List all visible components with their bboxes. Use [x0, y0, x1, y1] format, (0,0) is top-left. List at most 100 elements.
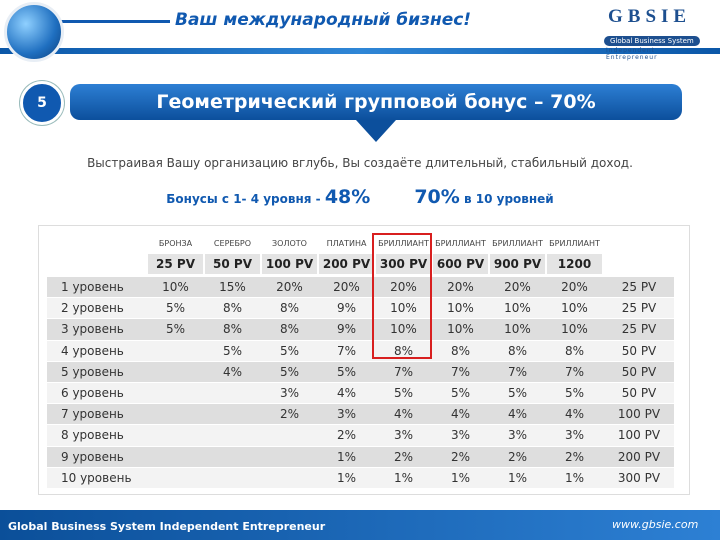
logo-brand: GBSIE: [608, 6, 692, 27]
row-band: [47, 404, 674, 425]
column-pv: 50 PV: [205, 254, 260, 274]
table-cell: 3%: [564, 428, 585, 443]
row-label: 8 уровень: [61, 428, 124, 443]
heading: Геометрический групповой бонус – 70%: [156, 91, 596, 113]
table-cell: 10%: [504, 322, 531, 337]
table-cell: 20%: [390, 280, 417, 294]
column-pv: 300 PV: [376, 254, 431, 274]
table-cell: 25 PV: [621, 301, 657, 316]
row-band: [47, 425, 674, 446]
table-cell: 3%: [507, 428, 528, 443]
table-cell: 5%: [507, 386, 528, 400]
table-cell: 3%: [393, 428, 414, 443]
logo: GBSIE Global Business System Independent…: [590, 6, 700, 61]
table-cell: 10%: [561, 322, 588, 337]
table-cell: 4%: [507, 407, 528, 422]
row-label: 3 уровень: [61, 322, 124, 337]
column-pv: 900 PV: [490, 254, 545, 274]
title-line: [60, 20, 170, 23]
row-band: [47, 446, 674, 467]
bonus-line: Бонусы с 1- 4 уровня - 48% 70% в 10 уровн…: [0, 186, 720, 208]
header-band: [0, 0, 720, 52]
table-cell: 10%: [162, 280, 189, 294]
table-cell: 15%: [219, 280, 246, 294]
row-label: 2 уровень: [61, 301, 124, 316]
column-rank: БРИЛЛИАНТ: [492, 239, 543, 248]
bonus-value: 70%: [414, 186, 460, 208]
table-cell: 5%: [279, 343, 300, 358]
table-cell: 8%: [279, 301, 300, 316]
highlight-box: [372, 233, 432, 359]
column-rank: БРОНЗА: [158, 239, 193, 248]
row-band: [47, 277, 674, 298]
table-cell: 1%: [450, 470, 471, 485]
table-cell: 7%: [393, 364, 414, 379]
row-band: [47, 340, 674, 361]
column-rank: ЗОЛОТО: [272, 239, 307, 248]
row-band: [47, 319, 674, 340]
table-cell: 50 PV: [621, 343, 657, 358]
table-cell: 8%: [564, 343, 585, 358]
row-band: [47, 383, 674, 404]
table-cell: 2%: [336, 428, 357, 443]
row-label: 1 уровень: [61, 280, 124, 294]
table-cell: 20%: [561, 280, 588, 294]
table-cell: 5%: [279, 364, 300, 379]
bonus-value: 48%: [324, 186, 371, 208]
table: БРОНЗА 25 PV СЕРЕБРО 50 PV ЗОЛОТО 100 PV ПЛАТИ…: [38, 225, 690, 495]
table-cell: 9%: [336, 322, 357, 337]
table-cell: 3%: [279, 386, 300, 400]
table-cell: 1%: [564, 470, 585, 485]
bonus-text: в 10 уровней: [459, 192, 554, 206]
column-rank: ПЛАТИНА: [326, 239, 367, 248]
footer-band: [0, 510, 720, 540]
bonus-text: Бонусы с 1- 4 уровня -: [166, 192, 325, 206]
table-cell: 10%: [561, 301, 588, 316]
table-cell: 200 PV: [617, 449, 661, 464]
table-cell: 5%: [165, 322, 186, 337]
table-cell: 100 PV: [617, 407, 661, 422]
footer-link: www.gbsie.com: [612, 518, 699, 531]
table-cell: 20%: [333, 280, 360, 294]
table-cell: 10%: [390, 301, 417, 316]
table-cell: 10%: [447, 322, 474, 337]
table-cell: 7%: [450, 364, 471, 379]
table-cell: 3%: [336, 407, 357, 422]
header-line: [0, 48, 720, 54]
table-cell: 8%: [450, 343, 471, 358]
table-cell: 2%: [279, 407, 300, 422]
column-rank: СЕРЕБРО: [213, 239, 252, 248]
table-cell: 300 PV: [617, 470, 661, 485]
table-cell: 4%: [393, 407, 414, 422]
row-band: [47, 361, 674, 382]
row-label: 7 уровень: [61, 407, 124, 422]
row-label: 10 уровень: [61, 470, 132, 485]
column-rank: БРИЛЛИАНТ: [378, 239, 429, 248]
table-cell: 4%: [222, 364, 243, 379]
heading-bar: [70, 84, 682, 120]
globe-icon: [4, 2, 64, 62]
table-cell: 100 PV: [617, 428, 661, 443]
column-rank: БРИЛЛИАНТ: [549, 239, 600, 248]
logo-line: Global Business System: [604, 36, 700, 46]
table-cell: 5%: [165, 301, 186, 316]
table-cell: 5%: [222, 343, 243, 358]
table-cell: 7%: [507, 364, 528, 379]
table-cell: 7%: [564, 364, 585, 379]
table-cell: 5%: [336, 364, 357, 379]
column-pv: 200 PV: [319, 254, 374, 274]
column-pv: 25 PV: [148, 254, 203, 274]
column-pv: 100 PV: [262, 254, 317, 274]
row-band: [47, 298, 674, 319]
table-cell: 20%: [504, 280, 531, 294]
table-cell: 1%: [336, 449, 357, 464]
table-cell: 5%: [450, 386, 471, 400]
table-cell: 3%: [450, 428, 471, 443]
footer-text: Global Business System Independent Entre…: [8, 520, 326, 533]
table-cell: 5%: [564, 386, 585, 400]
table-cell: 8%: [393, 343, 414, 358]
table-cell: 8%: [222, 301, 243, 316]
table-cell: 20%: [447, 280, 474, 294]
table-cell: 1%: [507, 470, 528, 485]
